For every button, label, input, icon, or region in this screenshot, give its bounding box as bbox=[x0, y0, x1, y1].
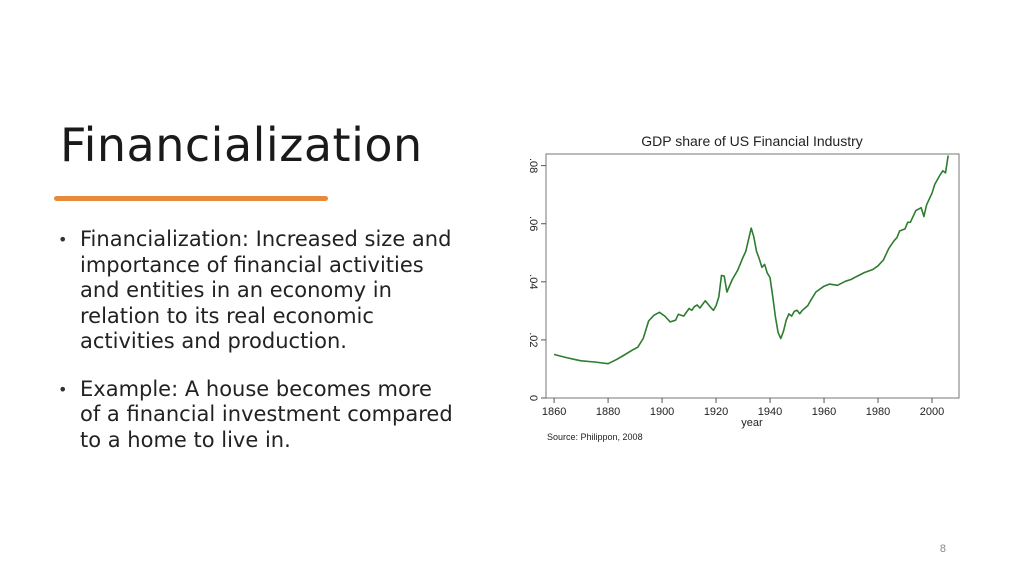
x-axis: 1860 1880 1900 1920 1940 1960 1980 2000 bbox=[542, 398, 944, 418]
plot-frame bbox=[545, 153, 960, 399]
chart-source: Source: Philippon, 2008 bbox=[547, 432, 643, 442]
x-tick-label: 1880 bbox=[596, 406, 620, 418]
slide-title: Financialization bbox=[60, 118, 423, 172]
y-tick-label: .04 bbox=[527, 274, 539, 289]
bullet-list: • Financialization: Increased size and i… bbox=[58, 227, 458, 475]
x-tick-label: 1940 bbox=[758, 406, 782, 418]
page-number: 8 bbox=[939, 543, 946, 555]
bullet-text: Financialization: Increased size and imp… bbox=[80, 227, 452, 353]
bullet-item: • Financialization: Increased size and i… bbox=[58, 227, 458, 355]
title-underline bbox=[54, 196, 328, 201]
gdp-chart-svg: GDP share of US Financial Industry 1860 1… bbox=[527, 133, 960, 442]
series-line bbox=[553, 155, 949, 365]
x-tick-label: 1960 bbox=[812, 406, 836, 418]
x-tick-label: 1920 bbox=[704, 406, 728, 418]
bullet-text: Example: A house becomes more of a finan… bbox=[80, 376, 453, 452]
x-tick-label: 2000 bbox=[920, 406, 944, 418]
bullet-item: • Example: A house becomes more of a fin… bbox=[58, 377, 458, 454]
y-tick-label: .08 bbox=[527, 158, 539, 173]
x-axis-label: year bbox=[741, 417, 763, 429]
y-axis: 0 .02 .04 .06 .08 bbox=[527, 158, 546, 401]
y-tick-label: .02 bbox=[527, 332, 539, 347]
chart-title: GDP share of US Financial Industry bbox=[641, 133, 863, 149]
bullet-dot-icon: • bbox=[58, 379, 68, 399]
y-tick-label: 0 bbox=[527, 395, 539, 401]
x-tick-label: 1860 bbox=[542, 406, 566, 418]
x-tick-label: 1900 bbox=[650, 406, 674, 418]
series-group bbox=[553, 155, 949, 365]
gdp-chart: GDP share of US Financial Industry 1860 1… bbox=[500, 124, 980, 454]
x-tick-label: 1980 bbox=[866, 406, 890, 418]
y-tick-label: .06 bbox=[527, 216, 539, 231]
bullet-dot-icon: • bbox=[58, 230, 68, 249]
